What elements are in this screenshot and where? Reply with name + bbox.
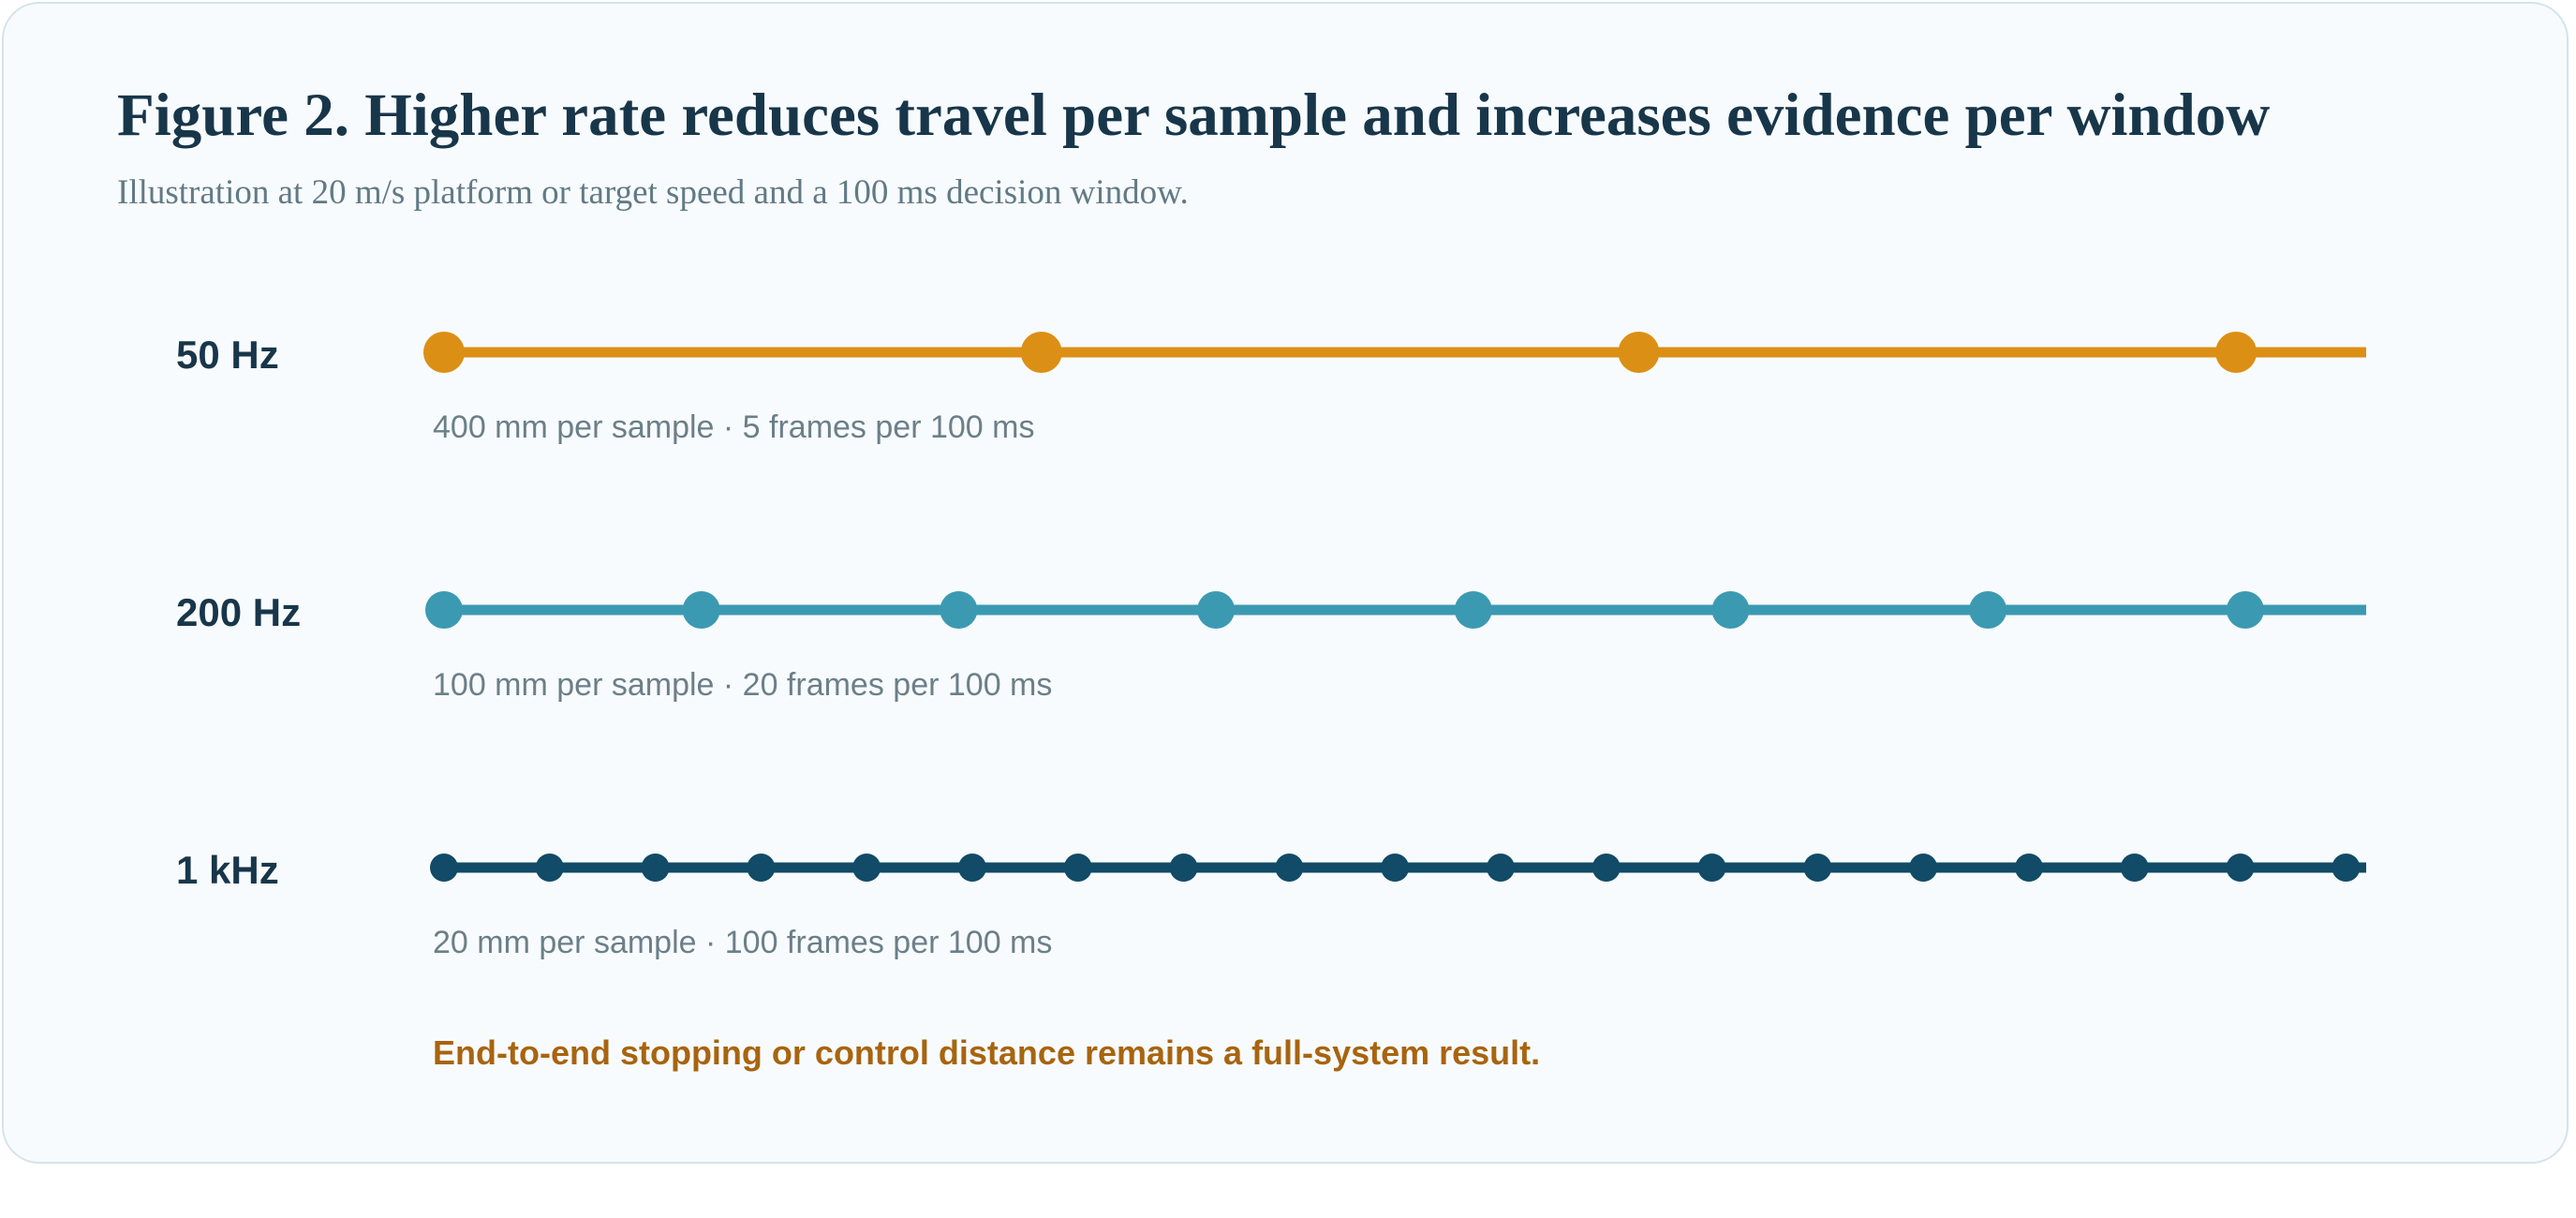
row-caption-200hz: 100 mm per sample · 20 frames per 100 ms	[433, 667, 1052, 703]
sample-markers-1khz	[430, 854, 2361, 882]
sample-marker	[641, 854, 670, 882]
sample-marker	[1697, 854, 1726, 882]
figure-card	[2, 2, 2569, 1164]
sample-marker	[1969, 591, 2007, 629]
sample-marker	[2215, 332, 2258, 373]
sample-marker	[1020, 332, 1062, 373]
sample-marker	[2015, 854, 2043, 882]
sample-marker	[430, 854, 458, 882]
sample-marker	[425, 591, 463, 629]
sample-marker	[1487, 854, 1515, 882]
sample-marker	[1275, 854, 1304, 882]
sampling-row-1khz: 1 kHz 20 mm per sample · 100 frames per …	[176, 848, 2366, 960]
sample-marker	[1381, 854, 1410, 882]
row-caption-1khz: 20 mm per sample · 100 frames per 100 ms	[433, 925, 1052, 960]
sampling-row-200hz: 200 Hz 100 mm per sample · 20 frames per…	[176, 590, 2366, 703]
figure-subtitle: Illustration at 20 m/s platform or targe…	[117, 173, 1189, 212]
sampling-row-50hz: 50 Hz 400 mm per sample · 5 frames per 1…	[176, 332, 2366, 445]
sample-marker	[1063, 854, 1092, 882]
sample-marker	[1454, 591, 1492, 629]
sample-marker	[423, 332, 465, 373]
sample-marker	[2120, 854, 2149, 882]
row-caption-50hz: 400 mm per sample · 5 frames per 100 ms	[433, 409, 1034, 445]
row-label-1khz: 1 kHz	[176, 848, 279, 892]
sample-marker	[940, 591, 978, 629]
figure-title: Figure 2. Higher rate reduces travel per…	[117, 82, 2271, 149]
sample-marker	[535, 854, 564, 882]
sample-marker	[1711, 591, 1750, 629]
sample-marker	[682, 591, 720, 629]
sample-markers-200hz	[425, 591, 2264, 629]
sample-marker	[1169, 854, 1198, 882]
sample-marker	[1803, 854, 1832, 882]
sample-marker	[747, 854, 776, 882]
sample-marker	[1618, 332, 1660, 373]
sample-marker	[2226, 854, 2255, 882]
sample-marker	[1197, 591, 1236, 629]
row-label-200hz: 200 Hz	[176, 590, 301, 634]
system-note: End-to-end stopping or control distance …	[433, 1033, 1540, 1072]
sample-marker	[2226, 591, 2264, 629]
sample-marker	[1909, 854, 1938, 882]
sample-marker	[1591, 854, 1621, 882]
sample-marker	[852, 854, 881, 882]
sample-markers-50hz	[423, 332, 2258, 373]
row-label-50hz: 50 Hz	[176, 333, 279, 377]
sample-marker	[958, 854, 986, 882]
sample-marker	[2332, 854, 2361, 882]
